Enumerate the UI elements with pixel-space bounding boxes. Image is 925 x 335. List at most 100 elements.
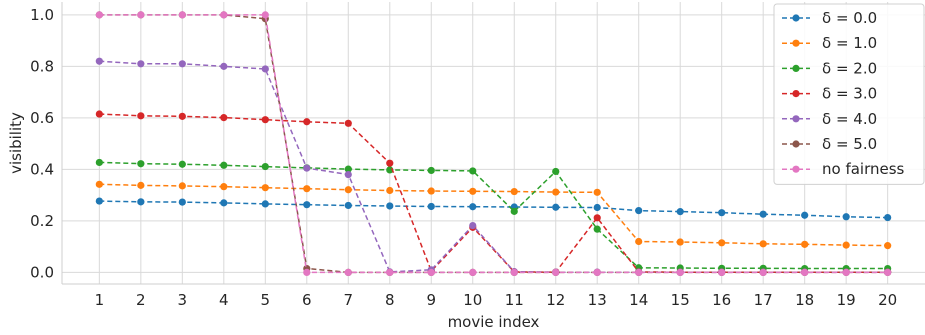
data-point [137, 198, 145, 206]
grid [62, 2, 925, 284]
data-point [593, 188, 601, 196]
data-point [552, 203, 560, 211]
series-line [99, 161, 888, 270]
y-tick-label: 0.0 [30, 263, 54, 281]
data-point [842, 241, 850, 249]
data-point [469, 221, 477, 230]
legend: δ = 0.0 δ = 1.0 δ = 2.0 δ = 3.0 δ = 4.0 δ = 5… [773, 3, 925, 185]
x-tick-label: 15 [671, 291, 690, 309]
series-6 [95, 11, 892, 277]
x-tick-label: 10 [463, 291, 482, 309]
data-point [469, 203, 477, 211]
data-point [137, 60, 145, 68]
legend-item: no fairness [782, 160, 905, 178]
data-point [303, 201, 311, 209]
data-point [137, 112, 145, 120]
y-axis-label: visibility [7, 112, 25, 174]
legend-marker [792, 165, 800, 173]
legend-marker [792, 64, 800, 72]
x-tick-label: 3 [178, 291, 188, 309]
x-tick-label: 5 [261, 291, 271, 309]
data-point [220, 114, 228, 122]
legend-label: δ = 3.0 [822, 85, 877, 103]
data-point [469, 268, 477, 277]
data-point [635, 237, 643, 246]
data-point [427, 202, 435, 211]
data-point [95, 197, 103, 205]
data-point [718, 239, 726, 247]
data-point [386, 159, 394, 167]
data-point [635, 207, 643, 215]
legend-box [773, 3, 925, 185]
data-point [427, 166, 435, 175]
x-axis-label: movie index [448, 313, 540, 331]
x-tick-label: 1 [95, 291, 105, 309]
series-0 [95, 197, 892, 222]
legend-marker [792, 39, 800, 47]
x-tick-label: 7 [344, 291, 354, 309]
data-point [676, 238, 684, 246]
data-point [178, 112, 186, 120]
data-point [718, 209, 726, 217]
data-point [635, 268, 643, 277]
legend-item: δ = 4.0 [782, 110, 877, 128]
data-point [178, 60, 186, 68]
data-point [95, 158, 103, 167]
data-point [842, 213, 850, 221]
legend-label: no fairness [822, 160, 905, 178]
data-point [718, 268, 726, 277]
data-point [427, 187, 435, 195]
legend-label: δ = 1.0 [822, 34, 877, 52]
data-point [95, 57, 103, 65]
data-point [303, 118, 311, 126]
data-point [801, 211, 809, 219]
data-point [593, 225, 601, 233]
data-point [427, 268, 435, 277]
x-tick-label: 20 [878, 291, 897, 309]
data-point [842, 268, 850, 277]
series-line [99, 200, 888, 219]
legend-label: δ = 0.0 [822, 9, 877, 27]
data-point [178, 198, 186, 206]
data-point [178, 160, 186, 168]
axes: 0.00.20.40.60.81.01 2 3 4 5 6 7 8 9 10 11 12 13 14 15 1… [30, 2, 925, 309]
data-point [220, 199, 228, 207]
data-point [261, 11, 269, 19]
data-point [261, 162, 269, 171]
data-point [386, 186, 394, 195]
data-point [137, 160, 145, 168]
data-point [261, 200, 269, 208]
data-point [510, 187, 518, 196]
data-point [676, 208, 684, 216]
data-point [95, 11, 103, 19]
data-point [469, 167, 477, 175]
legend-marker [792, 115, 800, 123]
y-tick-label: 0.6 [30, 109, 54, 127]
data-point [593, 203, 601, 212]
series-group [95, 11, 892, 277]
data-point [510, 268, 518, 277]
legend-label: δ = 2.0 [822, 59, 877, 77]
legend-marker [792, 140, 800, 148]
data-point [261, 116, 269, 124]
data-point [344, 201, 352, 210]
data-point [344, 186, 352, 194]
y-tick-label: 0.8 [30, 57, 54, 75]
data-point [178, 11, 186, 19]
data-point [137, 181, 145, 189]
data-point [801, 240, 809, 248]
data-point [220, 183, 228, 191]
data-point [801, 268, 809, 277]
x-tick-label: 8 [385, 291, 395, 309]
data-point [303, 185, 311, 193]
legend-item: δ = 0.0 [782, 9, 877, 27]
data-point [510, 207, 518, 215]
data-point [261, 184, 269, 192]
x-tick-label: 4 [219, 291, 229, 309]
data-point [552, 268, 560, 277]
data-point [220, 11, 228, 19]
data-point [759, 240, 767, 248]
data-point [95, 180, 103, 188]
data-point [344, 170, 352, 179]
